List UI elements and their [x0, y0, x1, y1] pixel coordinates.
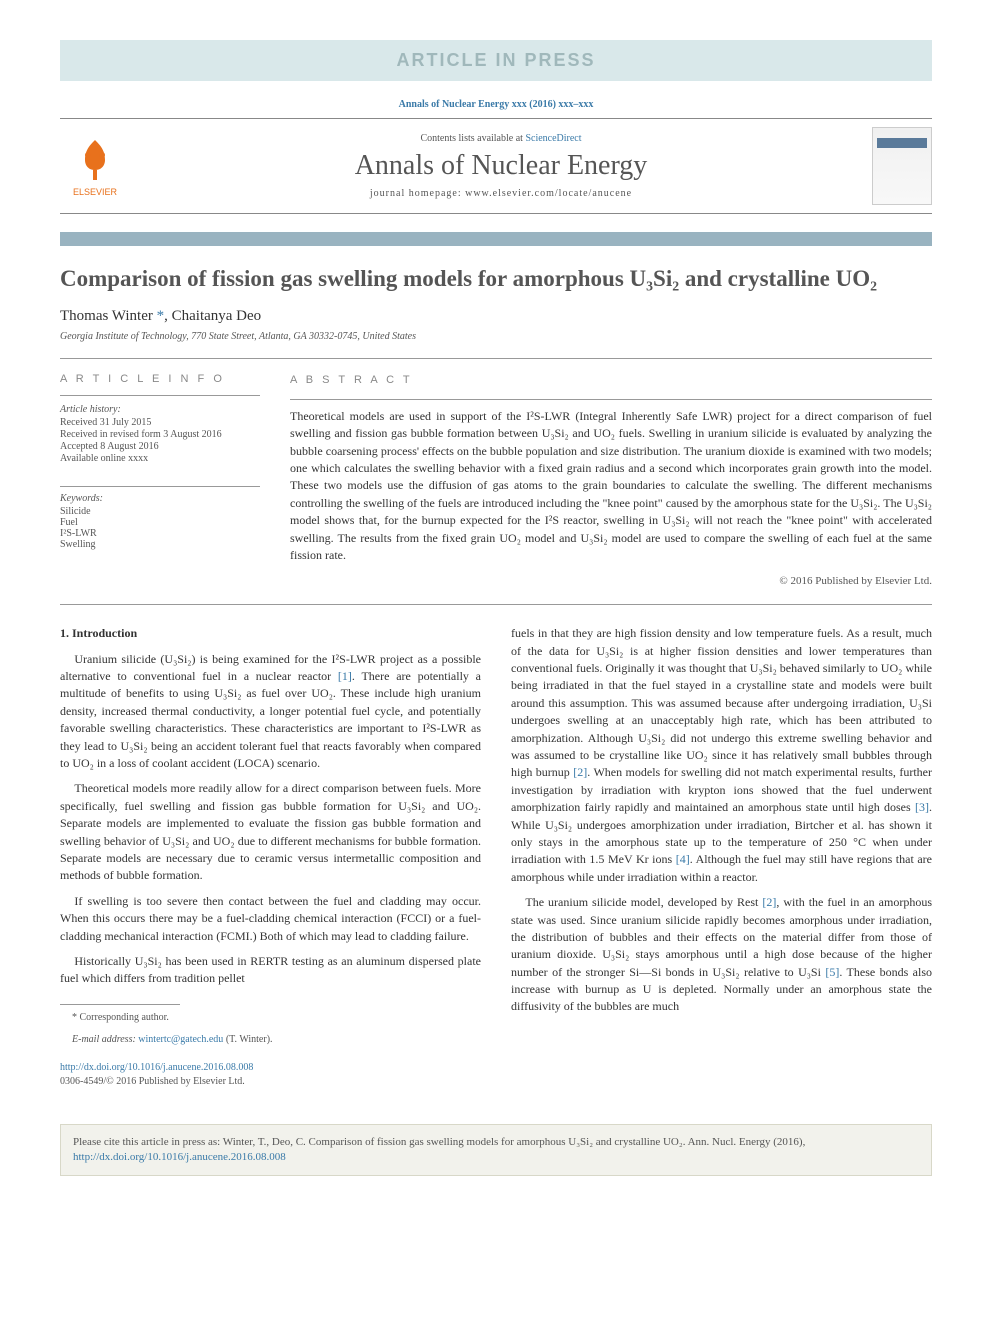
email-suffix: (T. Winter). [223, 1034, 272, 1045]
right-column: fuels in that they are high fission dens… [511, 625, 932, 1089]
rule-bottom [60, 604, 932, 605]
keyword-2: Fuel [60, 517, 260, 528]
ref-link-5[interactable]: [5] [825, 965, 839, 979]
online-date: Available online xxxx [60, 453, 260, 464]
author-sep: , [164, 308, 172, 324]
elsevier-tree-icon [70, 135, 120, 185]
article-info-heading: A R T I C L E I N F O [60, 373, 260, 385]
history-label: Article history: [60, 404, 260, 415]
homepage-prefix: journal homepage: [370, 188, 465, 199]
authors: Thomas Winter *, Chaitanya Deo [60, 308, 932, 325]
ref-link-2a[interactable]: [2] [573, 765, 587, 779]
intro-p1: Uranium silicide (U₃Si₂) is being examin… [60, 651, 481, 773]
article-in-press-banner: ARTICLE IN PRESS [60, 40, 932, 81]
issn-line: 0306-4549/© 2016 Published by Elsevier L… [60, 1076, 245, 1087]
footnote-separator [60, 1004, 180, 1005]
kw-rule [60, 486, 260, 487]
accepted-date: Accepted 8 August 2016 [60, 441, 260, 452]
corresponding-footnote: * Corresponding author. [60, 1011, 481, 1025]
author-1: Thomas Winter [60, 308, 153, 324]
citation-doi-link[interactable]: http://dx.doi.org/10.1016/j.anucene.2016… [73, 1151, 286, 1163]
journal-homepage: journal homepage: www.elsevier.com/locat… [130, 188, 872, 199]
ref-link-3[interactable]: [3] [915, 800, 929, 814]
info-rule [60, 395, 260, 396]
corresponding-mark[interactable]: * [157, 308, 165, 324]
keywords-label: Keywords: [60, 493, 260, 504]
keyword-3: I²S-LWR [60, 528, 260, 539]
doi-link[interactable]: http://dx.doi.org/10.1016/j.anucene.2016… [60, 1062, 253, 1073]
divider-bar [60, 232, 932, 246]
abstract-heading: A B S T R A C T [290, 373, 932, 389]
email-label: E-mail address: [72, 1034, 138, 1045]
revised-date: Received in revised form 3 August 2016 [60, 429, 260, 440]
intro-p5: fuels in that they are high fission dens… [511, 625, 932, 886]
intro-p3: If swelling is too severe then contact b… [60, 893, 481, 945]
journal-reference: Annals of Nuclear Energy xxx (2016) xxx–… [60, 99, 932, 110]
elsevier-label: ELSEVIER [73, 187, 117, 197]
doi-block: http://dx.doi.org/10.1016/j.anucene.2016… [60, 1061, 481, 1090]
affiliation: Georgia Institute of Technology, 770 Sta… [60, 331, 932, 342]
citation-text: Please cite this article in press as: Wi… [73, 1136, 805, 1148]
sciencedirect-link[interactable]: ScienceDirect [525, 133, 581, 144]
abstract-copyright: © 2016 Published by Elsevier Ltd. [290, 574, 932, 590]
keyword-4: Swelling [60, 539, 260, 550]
intro-p6: The uranium silicide model, developed by… [511, 894, 932, 1016]
intro-p4: Historically U₃Si₂ has been used in RERT… [60, 953, 481, 988]
journal-cover-thumb [872, 127, 932, 205]
contents-prefix: Contents lists available at [420, 133, 525, 144]
ref-link-1[interactable]: [1] [338, 669, 352, 683]
body-columns: 1. Introduction Uranium silicide (U₃Si₂)… [60, 625, 932, 1089]
ref-link-4[interactable]: [4] [676, 852, 690, 866]
section-1-heading: 1. Introduction [60, 625, 481, 642]
ref-link-2b[interactable]: [2] [762, 895, 776, 909]
email-link[interactable]: wintertc@gatech.edu [138, 1034, 223, 1045]
article-title: Comparison of fission gas swelling model… [60, 264, 932, 294]
journal-header: ELSEVIER Contents lists available at Sci… [60, 118, 932, 214]
author-2: Chaitanya Deo [172, 308, 262, 324]
intro-p2: Theoretical models more readily allow fo… [60, 780, 481, 884]
keyword-1: Silicide [60, 506, 260, 517]
elsevier-logo: ELSEVIER [60, 135, 130, 197]
abstract-text: Theoretical models are used in support o… [290, 408, 932, 565]
abstract-column: A B S T R A C T Theoretical models are u… [290, 373, 932, 590]
received-date: Received 31 July 2015 [60, 417, 260, 428]
left-column: 1. Introduction Uranium silicide (U₃Si₂)… [60, 625, 481, 1089]
abstract-rule [290, 399, 932, 400]
contents-line: Contents lists available at ScienceDirec… [130, 133, 872, 144]
email-footnote: E-mail address: wintertc@gatech.edu (T. … [60, 1033, 481, 1047]
journal-name: Annals of Nuclear Energy [130, 150, 872, 182]
homepage-url: www.elsevier.com/locate/anucene [465, 188, 632, 199]
citation-box: Please cite this article in press as: Wi… [60, 1124, 932, 1177]
article-info-column: A R T I C L E I N F O Article history: R… [60, 373, 260, 590]
